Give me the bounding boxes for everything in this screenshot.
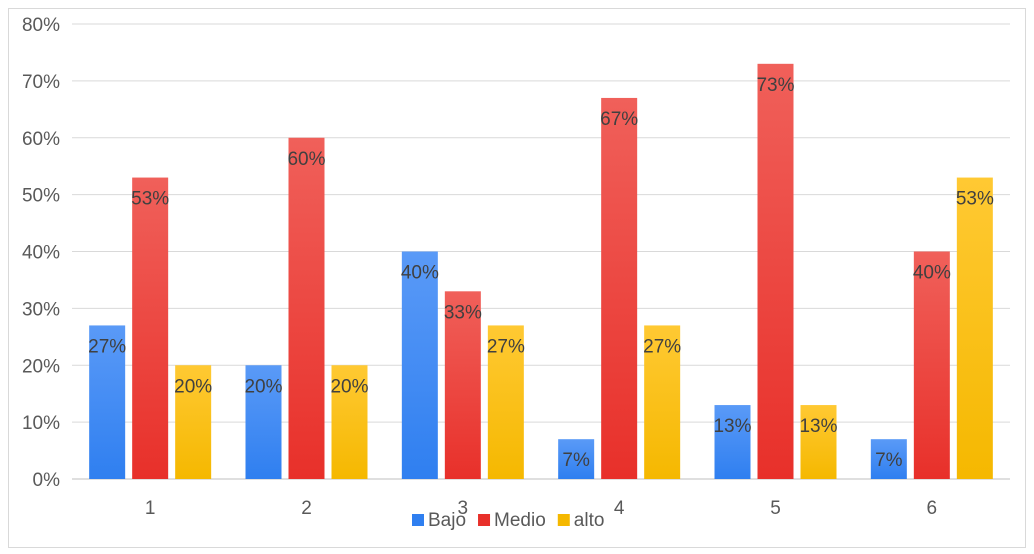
bar-medio-3 xyxy=(444,291,481,479)
bar-bajo-5 xyxy=(714,405,751,479)
bars xyxy=(89,63,993,479)
y-tick-label: 60% xyxy=(22,129,60,150)
y-tick-label: 70% xyxy=(22,72,60,93)
bar-bajo-2 xyxy=(245,365,282,479)
data-label: 20% xyxy=(174,376,212,397)
data-labels: 27%53%20% 20%60%20%40%33%27%7%67%27%13%73… xyxy=(88,75,994,471)
bar-bajo-6 xyxy=(870,439,907,479)
y-tick-label: 30% xyxy=(22,299,60,320)
data-label: 60% xyxy=(287,149,325,170)
data-label: 20% xyxy=(244,376,282,397)
legend-label-bajo: Bajo xyxy=(428,510,466,531)
bar-medio-4 xyxy=(601,97,638,479)
bar-alto-2 xyxy=(331,365,368,479)
legend-swatch-alto xyxy=(557,514,570,526)
legend-label-alto: alto xyxy=(574,510,605,531)
data-label: 13% xyxy=(713,416,751,437)
legend-swatch-bajo xyxy=(412,514,424,526)
data-label: 27% xyxy=(88,336,126,357)
bar-bajo-4 xyxy=(558,439,595,479)
bar-bajo-1 xyxy=(89,325,126,479)
data-label: 27% xyxy=(643,336,681,357)
data-label: 7% xyxy=(562,450,590,471)
bar-medio-1 xyxy=(132,177,169,479)
y-tick-label: 10% xyxy=(22,413,60,434)
data-label: 73% xyxy=(756,75,794,96)
bar-medio-2 xyxy=(288,137,325,479)
bar-medio-6 xyxy=(913,251,950,479)
y-axis-ticks: 0% 10% 20% 30% 40% 50% 60% 70% 80% xyxy=(22,15,60,491)
x-tick-label: 5 xyxy=(770,498,781,519)
data-label: 40% xyxy=(913,263,951,284)
data-label: 27% xyxy=(487,336,525,357)
y-tick-label: 0% xyxy=(33,470,61,491)
y-tick-label: 80% xyxy=(22,15,60,36)
bar-alto-5 xyxy=(800,405,837,479)
bar-alto-1 xyxy=(175,365,212,479)
data-label: 53% xyxy=(131,189,169,210)
bar-medio-5 xyxy=(757,63,794,479)
y-tick-label: 20% xyxy=(22,356,60,377)
bar-alto-4 xyxy=(644,325,681,479)
gridlines xyxy=(72,23,1010,480)
data-label: 53% xyxy=(956,189,994,210)
x-tick-label: 1 xyxy=(145,498,156,519)
data-label: 40% xyxy=(401,263,439,284)
data-label: 7% xyxy=(875,450,903,471)
legend-swatch-medio xyxy=(478,514,491,526)
y-tick-label: 40% xyxy=(22,243,60,264)
bar-bajo-3 xyxy=(401,251,438,479)
bar-alto-3 xyxy=(487,325,524,479)
bar-alto-6 xyxy=(956,177,993,479)
y-tick-label: 50% xyxy=(22,186,60,207)
data-label: 33% xyxy=(444,302,482,323)
legend-label-medio: Medio xyxy=(494,510,546,531)
x-tick-label: 4 xyxy=(614,498,625,519)
data-label: 13% xyxy=(799,416,837,437)
data-label: 20% xyxy=(330,376,368,397)
x-tick-label: 3 xyxy=(458,498,469,519)
data-label: 67% xyxy=(600,109,638,130)
x-axis-ticks: 1 2 3 4 5 6 xyxy=(145,498,937,519)
x-tick-label: 6 xyxy=(927,498,938,519)
legend: Bajo Medio alto xyxy=(412,510,604,531)
x-tick-label: 2 xyxy=(301,498,312,519)
